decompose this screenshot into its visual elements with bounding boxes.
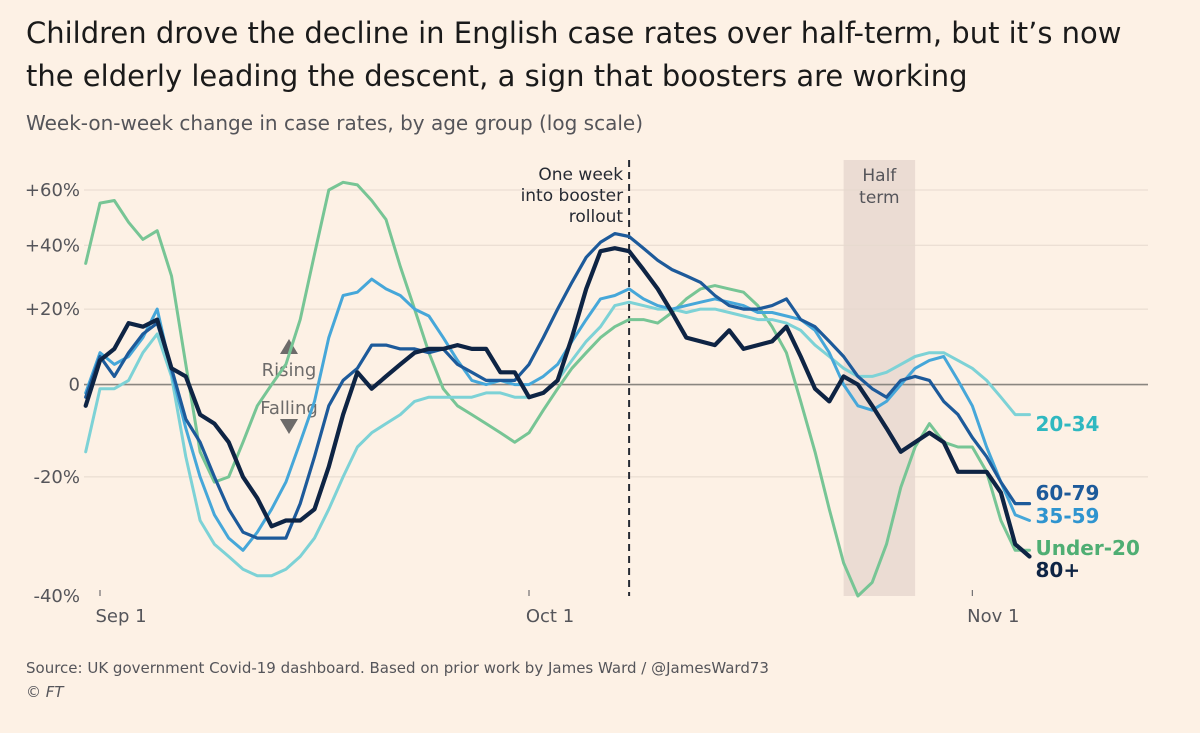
y-tick-label: -40%: [33, 586, 80, 607]
rising-label: Rising: [262, 360, 317, 381]
axes: +60% +40% +20% 0 -20% -40% Sep 1 Oct 1 Nov 1: [25, 180, 1020, 627]
x-tick-label: Nov 1: [967, 606, 1019, 627]
booster-label: into booster: [521, 186, 624, 206]
series-label-under-20: Under-20: [1036, 536, 1140, 560]
x-tick-label: Oct 1: [526, 606, 574, 627]
booster-label: One week: [538, 165, 623, 185]
gridlines: [84, 189, 1148, 478]
series-line-under-20: [84, 180, 1031, 598]
y-tick-label: +60%: [25, 180, 80, 201]
chart-title: Children drove the decline in English ca…: [26, 16, 1122, 93]
series-line-80+: [83, 246, 1032, 559]
series-label-80+: 80+: [1036, 558, 1081, 582]
half-term-band: [843, 160, 916, 596]
half-term-label: Half: [862, 166, 897, 186]
y-tick-label: -20%: [33, 467, 80, 488]
falling-arrow-icon: [280, 419, 298, 434]
source-note: Source: UK government Covid-19 dashboard…: [26, 659, 769, 677]
rising-arrow-icon: [280, 339, 298, 354]
series-label-35-59: 35-59: [1036, 504, 1100, 528]
y-tick-label: +40%: [25, 235, 80, 256]
chart-subtitle: Week-on-week change in case rates, by ag…: [26, 111, 643, 135]
series-lines: [83, 180, 1032, 598]
series-label-60-79: 60-79: [1036, 481, 1100, 505]
series-line-60-79: [84, 232, 1032, 540]
y-tick-label: 0: [69, 375, 80, 396]
series-label-20-34: 20-34: [1036, 412, 1100, 436]
x-tick-label: Sep 1: [95, 606, 146, 627]
y-tick-label: +20%: [25, 299, 80, 320]
series-line-35-59: [84, 277, 1031, 552]
half-term-label: term: [859, 188, 899, 208]
falling-label: Falling: [260, 398, 318, 419]
copyright-note: © FT: [26, 683, 64, 701]
booster-label: rollout: [569, 207, 624, 227]
